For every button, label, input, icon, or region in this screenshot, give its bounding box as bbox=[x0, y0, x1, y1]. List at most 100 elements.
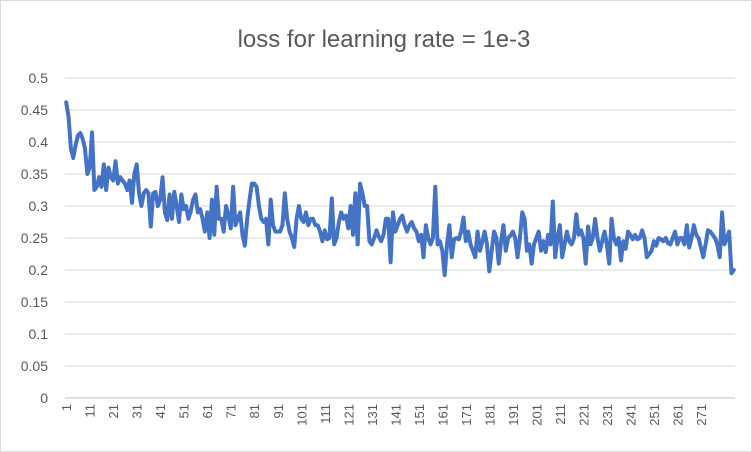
data-point bbox=[552, 200, 554, 203]
data-point bbox=[182, 208, 185, 210]
data-point bbox=[490, 250, 493, 252]
data-point bbox=[206, 211, 209, 214]
data-point bbox=[516, 256, 519, 259]
data-point bbox=[387, 218, 390, 220]
x-tick-label: 41 bbox=[153, 404, 168, 418]
data-point bbox=[187, 218, 190, 220]
data-point bbox=[67, 115, 70, 118]
y-axis-ticks: 0 0.05 0.1 0.15 0.2 0.25 0.3 0.35 0.4 0.45 0.5 bbox=[21, 70, 48, 406]
data-point bbox=[215, 186, 218, 188]
data-point bbox=[175, 205, 178, 207]
data-point bbox=[349, 205, 352, 207]
data-point bbox=[436, 243, 439, 246]
y-tick-label: 0.1 bbox=[29, 326, 49, 342]
data-point bbox=[154, 191, 157, 193]
data-point bbox=[693, 224, 695, 226]
data-point bbox=[582, 237, 585, 239]
data-point bbox=[74, 144, 77, 146]
data-point bbox=[253, 182, 256, 185]
y-tick-label: 0.05 bbox=[21, 358, 48, 374]
data-point bbox=[686, 224, 688, 226]
data-point bbox=[453, 238, 455, 241]
data-point bbox=[342, 218, 345, 220]
data-point bbox=[403, 224, 406, 226]
data-point bbox=[126, 189, 129, 191]
data-point bbox=[199, 208, 201, 210]
data-point bbox=[211, 198, 213, 201]
x-tick-label: 141 bbox=[388, 404, 403, 426]
x-axis-ticks: 1 11 21 31 41 51 61 71 81 91 101 111 121 131 141 151 161… bbox=[59, 404, 709, 426]
data-point bbox=[662, 240, 665, 242]
data-point bbox=[422, 256, 425, 259]
data-point bbox=[504, 250, 507, 252]
data-point bbox=[653, 240, 655, 242]
x-tick-label: 81 bbox=[247, 404, 262, 418]
data-point bbox=[244, 244, 246, 247]
data-point bbox=[587, 225, 589, 228]
data-point bbox=[535, 237, 538, 239]
series-line-loss bbox=[64, 100, 736, 278]
data-point bbox=[248, 198, 251, 201]
y-tick-label: 0.3 bbox=[29, 198, 49, 214]
data-point bbox=[382, 234, 385, 236]
data-point bbox=[227, 214, 230, 217]
data-point bbox=[361, 192, 364, 194]
data-point bbox=[690, 237, 693, 239]
data-point bbox=[326, 238, 328, 241]
data-point bbox=[427, 237, 430, 239]
data-point bbox=[213, 234, 216, 236]
data-point bbox=[93, 189, 96, 191]
data-point bbox=[667, 242, 669, 244]
data-point bbox=[293, 246, 296, 248]
data-point bbox=[373, 237, 375, 239]
data-point bbox=[239, 211, 241, 214]
data-point bbox=[269, 198, 272, 201]
data-point bbox=[697, 237, 700, 239]
data-point bbox=[251, 182, 253, 185]
data-point bbox=[549, 243, 552, 246]
data-point bbox=[620, 259, 622, 262]
data-point bbox=[161, 176, 164, 178]
data-point bbox=[222, 230, 225, 233]
data-point bbox=[507, 237, 509, 239]
data-point bbox=[65, 101, 67, 104]
data-point bbox=[443, 274, 446, 276]
data-point bbox=[173, 191, 176, 193]
data-point bbox=[265, 218, 267, 220]
data-point bbox=[540, 250, 542, 252]
data-point bbox=[352, 234, 354, 236]
data-point bbox=[474, 256, 477, 259]
data-point bbox=[112, 179, 114, 182]
x-tick-label: 251 bbox=[647, 404, 662, 426]
data-point bbox=[568, 240, 571, 242]
data-point bbox=[566, 230, 568, 233]
data-point bbox=[157, 205, 159, 207]
data-point bbox=[573, 237, 575, 239]
data-point bbox=[145, 189, 147, 191]
data-point bbox=[638, 237, 641, 239]
data-point bbox=[512, 230, 514, 233]
data-point bbox=[142, 192, 145, 194]
y-tick-label: 0.45 bbox=[21, 102, 48, 118]
data-point bbox=[370, 243, 373, 246]
data-point bbox=[526, 250, 528, 252]
data-point bbox=[347, 227, 350, 230]
data-point bbox=[479, 250, 481, 252]
data-point bbox=[434, 186, 437, 188]
data-point bbox=[107, 166, 110, 169]
data-point bbox=[664, 237, 667, 239]
data-point bbox=[580, 229, 582, 232]
y-tick-label: 0.4 bbox=[29, 134, 49, 150]
data-point bbox=[225, 205, 227, 207]
data-point bbox=[314, 224, 317, 226]
data-point bbox=[721, 211, 723, 214]
y-tick-label: 0 bbox=[40, 390, 48, 406]
x-tick-label: 131 bbox=[365, 404, 380, 426]
data-point bbox=[655, 244, 658, 247]
data-point bbox=[469, 243, 472, 246]
data-point bbox=[356, 243, 359, 246]
data-point bbox=[255, 186, 258, 188]
data-point bbox=[201, 218, 204, 220]
data-point bbox=[389, 261, 392, 264]
data-point bbox=[208, 237, 211, 239]
